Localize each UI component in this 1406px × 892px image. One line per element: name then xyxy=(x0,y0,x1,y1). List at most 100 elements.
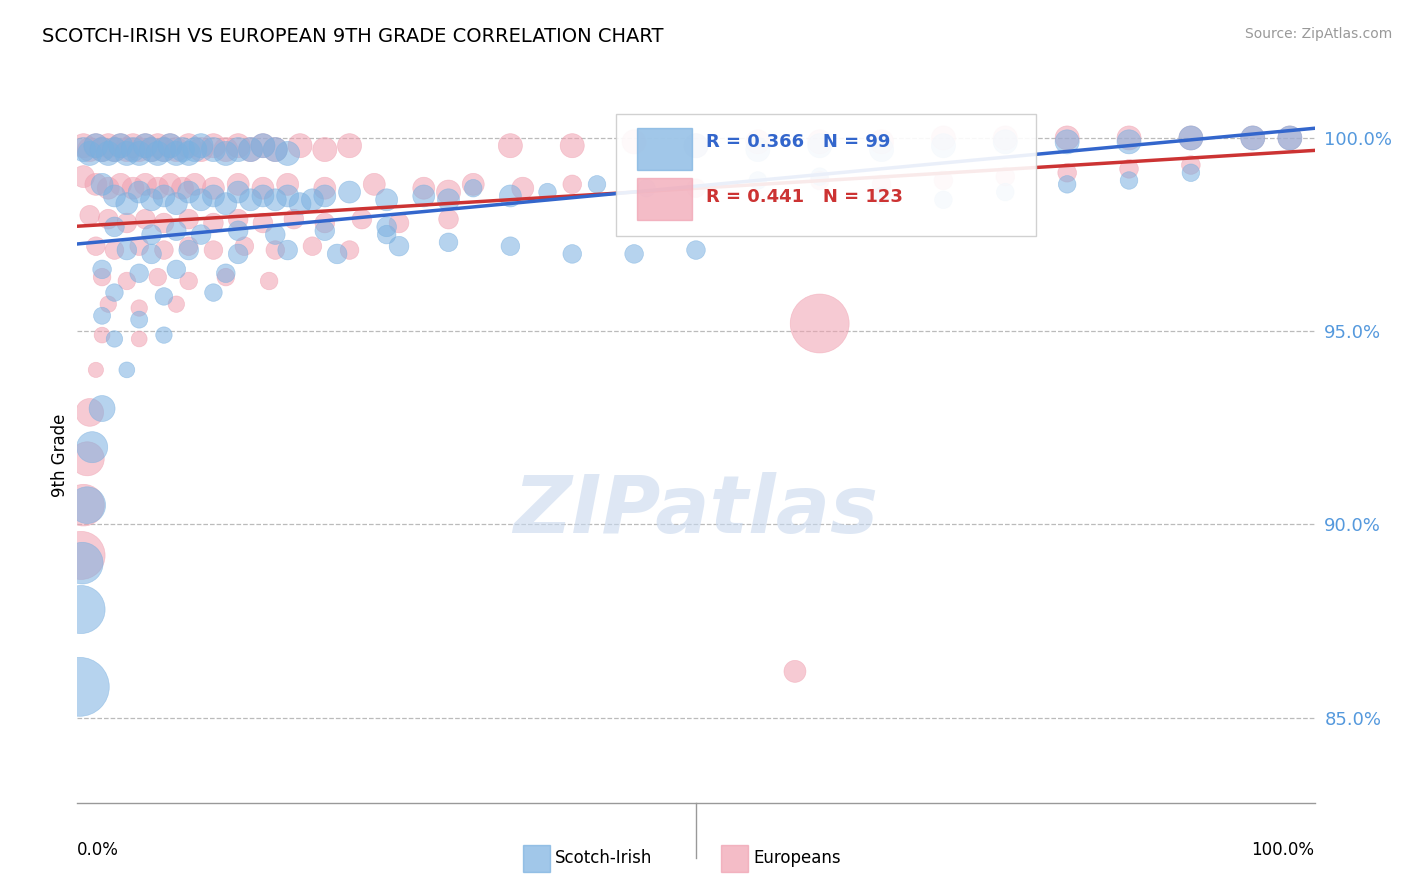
Point xyxy=(512,181,534,195)
Point xyxy=(264,143,287,157)
Point xyxy=(91,143,114,157)
Point xyxy=(994,169,1017,184)
Text: SCOTCH-IRISH VS EUROPEAN 9TH GRADE CORRELATION CHART: SCOTCH-IRISH VS EUROPEAN 9TH GRADE CORRE… xyxy=(42,27,664,45)
Text: Europeans: Europeans xyxy=(752,849,841,867)
Point xyxy=(586,178,609,192)
Point xyxy=(72,556,94,570)
Point xyxy=(82,440,104,454)
Point xyxy=(1118,173,1140,187)
Point xyxy=(72,138,94,153)
Point xyxy=(190,193,212,207)
Point xyxy=(184,178,207,192)
Point xyxy=(1056,131,1078,145)
Point xyxy=(141,143,163,157)
Point xyxy=(153,189,176,203)
Point xyxy=(70,549,93,563)
Point xyxy=(177,239,200,253)
Point xyxy=(177,212,200,227)
Point xyxy=(226,224,249,238)
Text: 0.0%: 0.0% xyxy=(77,841,120,859)
Point xyxy=(153,328,176,343)
Text: Scotch-Irish: Scotch-Irish xyxy=(555,849,652,867)
Point xyxy=(326,247,349,261)
Point xyxy=(1180,166,1202,180)
Point xyxy=(79,143,101,157)
Point xyxy=(1180,158,1202,172)
Point xyxy=(226,212,249,227)
Point xyxy=(115,363,138,377)
Point xyxy=(165,196,187,211)
Point xyxy=(172,181,194,195)
Point xyxy=(561,247,583,261)
Point xyxy=(314,224,336,238)
FancyBboxPatch shape xyxy=(616,114,1036,235)
Point xyxy=(79,146,101,161)
Point xyxy=(159,138,181,153)
Point xyxy=(153,216,176,230)
Point xyxy=(388,239,411,253)
Point xyxy=(994,135,1017,149)
Point xyxy=(110,138,132,153)
Bar xyxy=(637,178,692,219)
Point xyxy=(115,196,138,211)
Point xyxy=(128,239,150,253)
Point xyxy=(153,143,176,157)
Point xyxy=(412,189,434,203)
Point xyxy=(1056,178,1078,192)
Point xyxy=(808,317,831,331)
Point xyxy=(134,138,156,153)
Point xyxy=(190,227,212,242)
Point xyxy=(141,247,163,261)
Point xyxy=(1241,131,1264,145)
Point xyxy=(264,227,287,242)
Point xyxy=(146,181,169,195)
Text: R = 0.366   N = 99: R = 0.366 N = 99 xyxy=(706,133,890,151)
Point xyxy=(239,193,262,207)
Point xyxy=(84,138,107,153)
Point xyxy=(103,219,125,234)
Point xyxy=(97,181,120,195)
Bar xyxy=(721,845,748,872)
Point xyxy=(339,185,361,199)
Point xyxy=(226,178,249,192)
Point xyxy=(226,138,249,153)
Point xyxy=(165,262,187,277)
Point xyxy=(388,216,411,230)
Point xyxy=(134,138,156,153)
Point xyxy=(1180,131,1202,145)
Point xyxy=(103,143,125,157)
Text: Source: ZipAtlas.com: Source: ZipAtlas.com xyxy=(1244,27,1392,41)
Point xyxy=(76,498,98,512)
Point xyxy=(252,216,274,230)
Point xyxy=(932,193,955,207)
Point xyxy=(202,285,225,300)
Point xyxy=(314,181,336,195)
Point xyxy=(72,498,94,512)
Point xyxy=(115,216,138,230)
Point xyxy=(215,146,238,161)
Point xyxy=(128,312,150,326)
Point xyxy=(103,189,125,203)
Point xyxy=(808,169,831,184)
Point xyxy=(146,146,169,161)
Point xyxy=(128,185,150,199)
Point xyxy=(685,181,707,195)
Point xyxy=(115,146,138,161)
Point xyxy=(91,178,114,192)
Point xyxy=(257,274,280,288)
Point xyxy=(252,181,274,195)
Point xyxy=(932,131,955,145)
Point xyxy=(239,143,262,157)
Point xyxy=(870,143,893,157)
Point xyxy=(91,270,114,285)
Point xyxy=(97,297,120,311)
Point xyxy=(128,146,150,161)
Point xyxy=(994,131,1017,145)
Point xyxy=(536,185,558,199)
Point xyxy=(314,143,336,157)
Point xyxy=(215,143,238,157)
Bar xyxy=(523,845,550,872)
Point xyxy=(84,363,107,377)
Point xyxy=(215,270,238,285)
Point xyxy=(115,243,138,257)
